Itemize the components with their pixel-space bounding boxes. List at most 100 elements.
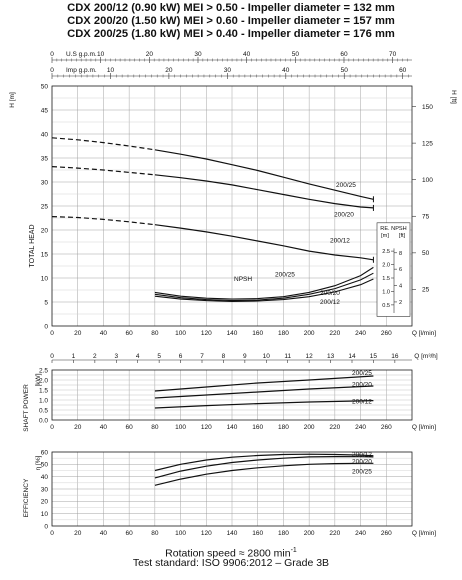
power-m3h-tick-label: 7 <box>200 353 204 360</box>
imp-gpm-label: Imp g.p.m. <box>66 67 97 74</box>
efficiency-y-tick-label: 40 <box>41 474 49 481</box>
power-x-tick-label: 80 <box>151 424 159 431</box>
efficiency-y-tick-label: 50 <box>41 462 49 469</box>
head-unit-right: H [ft] <box>450 90 457 104</box>
npsh-scale-m-label: 1.0 <box>382 289 390 295</box>
head-curve-200-25 <box>154 149 374 200</box>
head-ft-tick-label: 75 <box>422 214 430 221</box>
power-x-tick-label: 160 <box>252 424 263 431</box>
efficiency-x-tick-label: 120 <box>201 530 212 537</box>
head-x-axis-label: Q [l/min] <box>412 330 436 337</box>
power-curve-200-12 <box>154 400 374 409</box>
test-standard-label: Test standard: ISO 9906:2012 – Grade 3B <box>132 557 330 569</box>
power-m3h-tick-label: 0 <box>50 353 54 360</box>
power-x-lmin-label: Q [l/min] <box>412 424 436 431</box>
npsh-scale-box <box>376 222 411 317</box>
us-gpm-label: U.S g.p.m. <box>66 51 97 58</box>
npsh-scale-m-label: 1.5 <box>382 276 390 282</box>
power-x-tick-label: 180 <box>278 424 289 431</box>
us-gpm-tick-label: 40 <box>243 51 251 58</box>
head-ft-tick-label: 125 <box>422 140 433 147</box>
power-m3h-tick-label: 10 <box>263 353 271 360</box>
efficiency-y-tick-label: 60 <box>41 449 49 456</box>
head-ft-tick-label: 50 <box>422 250 430 257</box>
us-gpm-tick-label: 60 <box>340 51 348 58</box>
power-m3h-tick-label: 6 <box>179 353 183 360</box>
power-x-tick-label: 120 <box>201 424 212 431</box>
npsh-scale: RE. NPSH[m] [ft] 0.5 1.0 1.5 2.0 2.5 2 4 6 8 <box>376 222 411 317</box>
efficiency-x-tick-label: 200 <box>304 530 315 537</box>
head-panel: 0 10 20 30 40 50 60 70U.S g.p.m.0 10 20 30 40 50 60Im… <box>9 51 457 337</box>
npsh-scale-unit-m: [m] <box>381 233 389 239</box>
power-y-unit: [kW] <box>35 373 42 386</box>
head-y-axis-label: TOTAL HEAD <box>29 224 36 267</box>
power-m3h-tick-label: 14 <box>348 353 356 360</box>
power-frame <box>51 369 413 421</box>
head-y-tick-label: 15 <box>41 251 49 258</box>
efficiency-x-tick-label: 160 <box>252 530 263 537</box>
power-series-label-200-12: 200/12 <box>352 398 372 405</box>
efficiency-x-tick-label: 100 <box>175 530 186 537</box>
npsh-curve-200-12 <box>154 278 374 303</box>
power-x-tick-label: 260 <box>381 424 392 431</box>
head-x-tick-label: 120 <box>201 330 212 337</box>
npsh-scale-unit-ft: [ft] <box>399 233 406 239</box>
efficiency-x-tick-label: 140 <box>227 530 238 537</box>
efficiency-curve-200-20 <box>154 455 374 479</box>
imp-gpm-tick-label: 40 <box>282 67 290 74</box>
efficiency-frame <box>51 451 413 527</box>
efficiency-y-tick-label: 30 <box>41 486 49 493</box>
efficiency-series-label-200-12: 200/12 <box>352 451 372 458</box>
efficiency-y-unit: η [%] <box>35 455 42 470</box>
imp-gpm-tick-label: 10 <box>107 67 115 74</box>
head-y-tick-label: 50 <box>41 83 49 90</box>
power-y-tick-label: 1.5 <box>39 387 48 394</box>
power-m3h-tick-label: 13 <box>327 353 335 360</box>
head-ft-tick-label: 25 <box>422 287 430 294</box>
power-curve-200-25 <box>154 375 374 392</box>
us-gpm-tick-label: 70 <box>389 51 397 58</box>
efficiency-y-tick-label: 0 <box>44 523 48 530</box>
imp-gpm-tick-label: 60 <box>399 67 407 74</box>
head-ft-tick-label: 150 <box>422 104 433 111</box>
head-ft-tick-label: 100 <box>422 177 433 184</box>
head-x-tick-label: 240 <box>355 330 366 337</box>
efficiency-x-tick-label: 80 <box>151 530 159 537</box>
efficiency-series-label-200-25: 200/25 <box>352 469 372 476</box>
npsh-scale-m-label: 2.5 <box>382 249 390 255</box>
efficiency-x-tick-label: 220 <box>329 530 340 537</box>
npsh-scale-ft-label: 6 <box>399 267 402 273</box>
power-y-tick-label: 0.0 <box>39 417 48 424</box>
power-m3h-tick-label: 11 <box>284 353 291 360</box>
npsh-series-label-200-12: 200/12 <box>320 299 340 306</box>
us-gpm-tick-label: 0 <box>50 51 54 58</box>
npsh-series-label-200-20: 200/20 <box>320 290 340 297</box>
head-y-tick-label: 5 <box>44 299 48 306</box>
head-grid <box>51 85 412 327</box>
efficiency-curve-200-25 <box>154 462 374 486</box>
npsh-scale-m-label: 2.0 <box>382 263 390 269</box>
power-y-tick-label: 1.0 <box>39 397 48 404</box>
npsh-scale-title: RE. NPSH <box>380 226 406 232</box>
npsh-label: NPSH <box>234 276 252 283</box>
head-y-tick-label: 45 <box>41 107 49 114</box>
head-x-tick-label: 260 <box>381 330 392 337</box>
head-curve-200-25-extrapolated <box>51 137 155 151</box>
power-m3h-tick-label: 16 <box>391 353 399 360</box>
head-y-tick-label: 10 <box>41 275 49 282</box>
head-series-label-200-25: 200/25 <box>336 182 356 189</box>
npsh-scale-ft-label: 4 <box>399 284 402 290</box>
us-gpm-tick-label: 20 <box>146 51 154 58</box>
power-series-label-200-25: 200/25 <box>352 370 372 377</box>
efficiency-y-axis-label: EFFICIENCY <box>23 478 30 517</box>
npsh-scale-ft-label: 8 <box>399 251 402 257</box>
efficiency-x-tick-label: 260 <box>381 530 392 537</box>
power-m3h-tick-label: 15 <box>370 353 378 360</box>
power-m3h-tick-label: 12 <box>306 353 314 360</box>
power-m3h-tick-label: 2 <box>93 353 97 360</box>
power-m3h-tick-label: 8 <box>222 353 226 360</box>
power-m3h-tick-label: 3 <box>114 353 118 360</box>
power-x-tick-label: 240 <box>355 424 366 431</box>
